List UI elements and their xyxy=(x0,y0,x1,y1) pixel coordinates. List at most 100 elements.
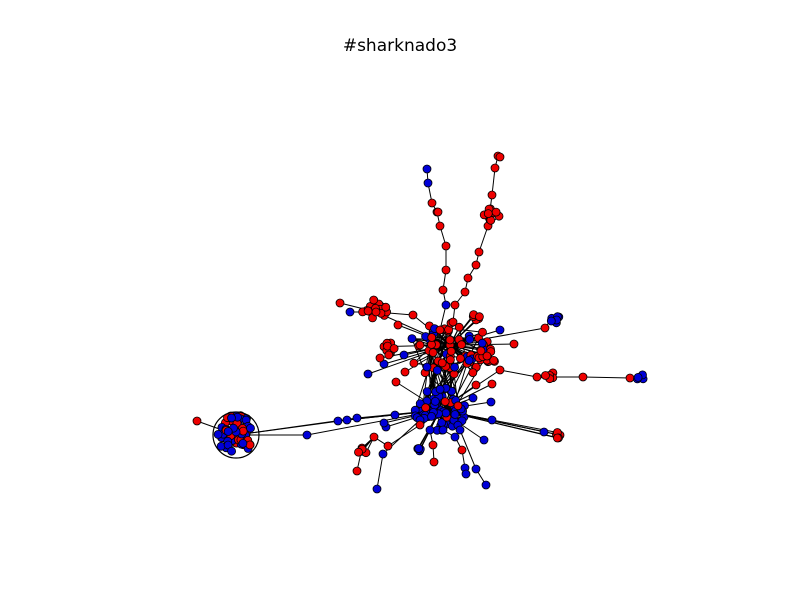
red-node xyxy=(433,207,443,217)
red-node xyxy=(446,346,456,356)
blue-node xyxy=(213,429,223,439)
blue-node xyxy=(477,338,487,348)
red-node xyxy=(354,447,363,457)
blue-node xyxy=(450,432,460,442)
blue-node xyxy=(461,469,471,479)
red-node xyxy=(438,285,448,295)
red-node xyxy=(487,379,497,389)
red-node xyxy=(457,445,467,455)
blue-node xyxy=(435,384,445,394)
blue-node xyxy=(422,362,432,372)
left-cluster-outline xyxy=(212,411,260,459)
blue-node xyxy=(438,425,448,435)
red-node xyxy=(471,260,481,270)
blue-node xyxy=(539,427,549,437)
red-node xyxy=(578,372,588,382)
red-node xyxy=(455,353,465,363)
red-node xyxy=(495,365,505,375)
blue-node xyxy=(399,350,409,360)
red-node xyxy=(335,298,345,308)
red-node xyxy=(445,355,455,365)
blue-node xyxy=(423,178,433,188)
blue-node xyxy=(302,430,312,440)
blue-node xyxy=(479,435,489,445)
red-node xyxy=(391,377,401,387)
blue-node xyxy=(441,408,451,418)
red-node xyxy=(474,312,484,322)
blue-node xyxy=(427,411,436,421)
red-node xyxy=(453,401,463,411)
red-node xyxy=(440,397,450,407)
blue-node xyxy=(487,415,497,425)
blue-node xyxy=(342,415,352,425)
edge-layer xyxy=(196,155,644,490)
red-node xyxy=(427,198,437,208)
blue-node xyxy=(227,413,236,423)
red-node xyxy=(540,323,550,333)
graph-edge xyxy=(459,429,477,470)
blue-node xyxy=(430,396,440,406)
blue-node xyxy=(422,164,432,174)
red-node xyxy=(352,466,362,476)
red-node xyxy=(541,371,550,380)
red-node xyxy=(450,300,460,310)
red-node xyxy=(393,320,403,330)
blue-node xyxy=(352,413,362,423)
red-node xyxy=(491,207,501,217)
red-node xyxy=(389,344,399,353)
red-node xyxy=(369,432,379,442)
red-node xyxy=(490,163,500,173)
blue-node xyxy=(481,480,491,490)
blue-node xyxy=(422,387,432,397)
red-node xyxy=(409,358,419,368)
graph-edge xyxy=(376,453,384,490)
graph-edge xyxy=(387,424,421,447)
red-node xyxy=(245,440,255,450)
red-node xyxy=(435,325,445,335)
blue-node xyxy=(464,355,474,365)
blue-node xyxy=(379,359,389,369)
blue-node xyxy=(425,425,435,435)
blue-node xyxy=(468,393,478,403)
graph-edge xyxy=(491,167,496,196)
graph-edge xyxy=(478,225,489,253)
red-node xyxy=(421,403,431,413)
blue-node xyxy=(495,325,505,335)
red-node xyxy=(384,350,394,360)
red-node xyxy=(474,247,484,257)
red-node xyxy=(427,333,437,342)
blue-node xyxy=(414,444,424,453)
red-node xyxy=(478,327,487,337)
blue-node xyxy=(238,438,248,448)
blue-node xyxy=(363,369,373,379)
graph-edge xyxy=(582,376,631,379)
red-node xyxy=(483,209,493,219)
red-node xyxy=(435,221,445,231)
blue-node xyxy=(450,410,460,419)
red-node xyxy=(381,302,391,312)
red-node xyxy=(400,367,410,377)
red-node xyxy=(468,368,478,378)
blue-node xyxy=(633,372,643,382)
blue-node xyxy=(345,307,355,317)
red-node xyxy=(482,351,492,361)
red-node xyxy=(553,433,562,443)
graph-edge xyxy=(439,409,558,439)
red-node xyxy=(441,241,451,251)
red-node xyxy=(192,416,202,426)
red-node xyxy=(476,346,486,356)
red-node xyxy=(625,373,635,383)
blue-node xyxy=(441,300,451,310)
figure-title: #sharknado3 xyxy=(342,36,458,56)
red-node xyxy=(489,355,499,365)
blue-node xyxy=(379,418,389,428)
red-node xyxy=(369,295,379,305)
node-layer xyxy=(192,151,648,494)
blue-node xyxy=(372,484,382,494)
red-node xyxy=(454,322,464,332)
blue-node xyxy=(465,334,475,344)
graph-edge xyxy=(449,327,546,346)
red-node xyxy=(463,273,473,283)
blue-node xyxy=(486,397,496,407)
